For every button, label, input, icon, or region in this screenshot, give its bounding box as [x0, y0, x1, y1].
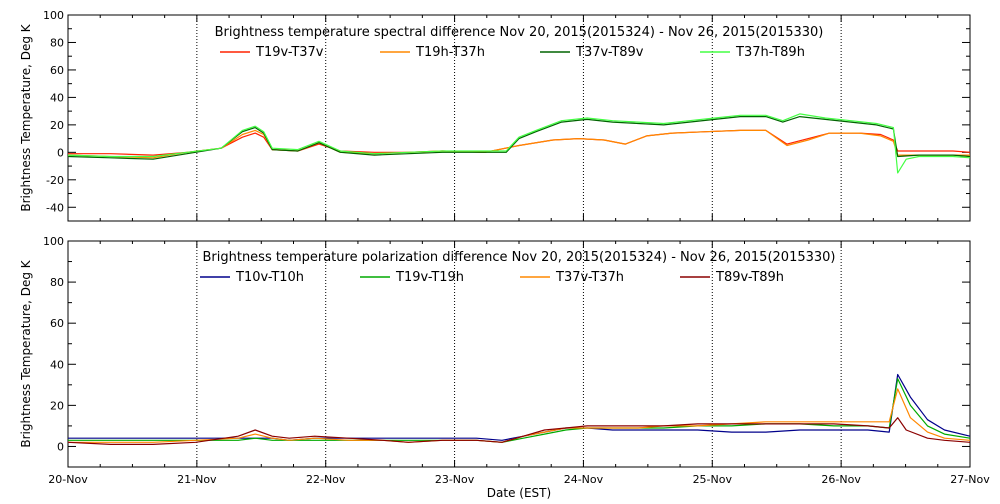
series-line	[67, 129, 970, 159]
y-tick-label: 80	[50, 276, 64, 289]
panel-2: 0 20 40 60 80 100 Brightness Temperature, Deg …	[19, 235, 990, 500]
y-tick-label: 40	[50, 358, 64, 371]
legend-label: T37h-T89h	[735, 45, 805, 60]
legend-label: T19v-T37v	[255, 45, 324, 60]
y-tick-label: 60	[50, 317, 64, 330]
y-tick-label: 100	[43, 9, 64, 22]
series-line	[67, 417, 971, 445]
x-tick-label: 22-Nov	[306, 473, 346, 486]
x-tick-label: 27-Nov	[950, 473, 990, 486]
x-tick-label: 26-Nov	[821, 473, 861, 486]
legend-label: T37v-T37h	[555, 270, 624, 285]
panel-title: Brightness temperature spectral differen…	[215, 25, 824, 40]
plot-frame	[67, 240, 971, 468]
y-tick-label: -20	[46, 174, 64, 187]
legend-label: T37v-T89v	[575, 45, 644, 60]
legend-label: T19v-T19h	[395, 270, 464, 285]
plot-frame	[67, 14, 971, 222]
series-line	[67, 113, 971, 174]
y-tick-label: 0	[57, 440, 64, 453]
x-tick-label: 23-Nov	[435, 473, 475, 486]
legend-label: T19h-T37h	[415, 45, 485, 60]
y-tick-label: 20	[50, 399, 64, 412]
x-tick-label: 20-Nov	[48, 473, 88, 486]
panel-title: Brightness temperature polarization diff…	[202, 250, 835, 265]
x-axis-title: Date (EST)	[487, 486, 551, 500]
x-tick-label: 21-Nov	[177, 473, 217, 486]
series-line	[68, 373, 971, 441]
x-tick-label: 25-Nov	[693, 473, 733, 486]
y-axis-title: Brightness Temperature, Deg K	[19, 259, 33, 447]
x-tick-label: 24-Nov	[564, 473, 604, 486]
y-tick-label: 20	[50, 119, 64, 132]
y-axis-title: Brightness Temperature, Deg K	[19, 23, 33, 211]
y-tick-label: 80	[50, 36, 64, 49]
series-line	[67, 116, 971, 160]
legend-label: T89v-T89h	[715, 270, 784, 285]
panel-1: -40 -20 0 20 40 60 80 100 Brightness Temperature…	[19, 9, 971, 222]
y-tick-label: 100	[43, 235, 64, 248]
series-line	[68, 388, 971, 443]
y-tick-label: 60	[50, 64, 64, 77]
y-tick-label: 40	[50, 91, 64, 104]
series-line	[68, 378, 971, 443]
y-tick-label: -40	[46, 201, 64, 214]
legend-label: T10v-T10h	[235, 270, 304, 285]
y-tick-label: 0	[57, 146, 64, 159]
